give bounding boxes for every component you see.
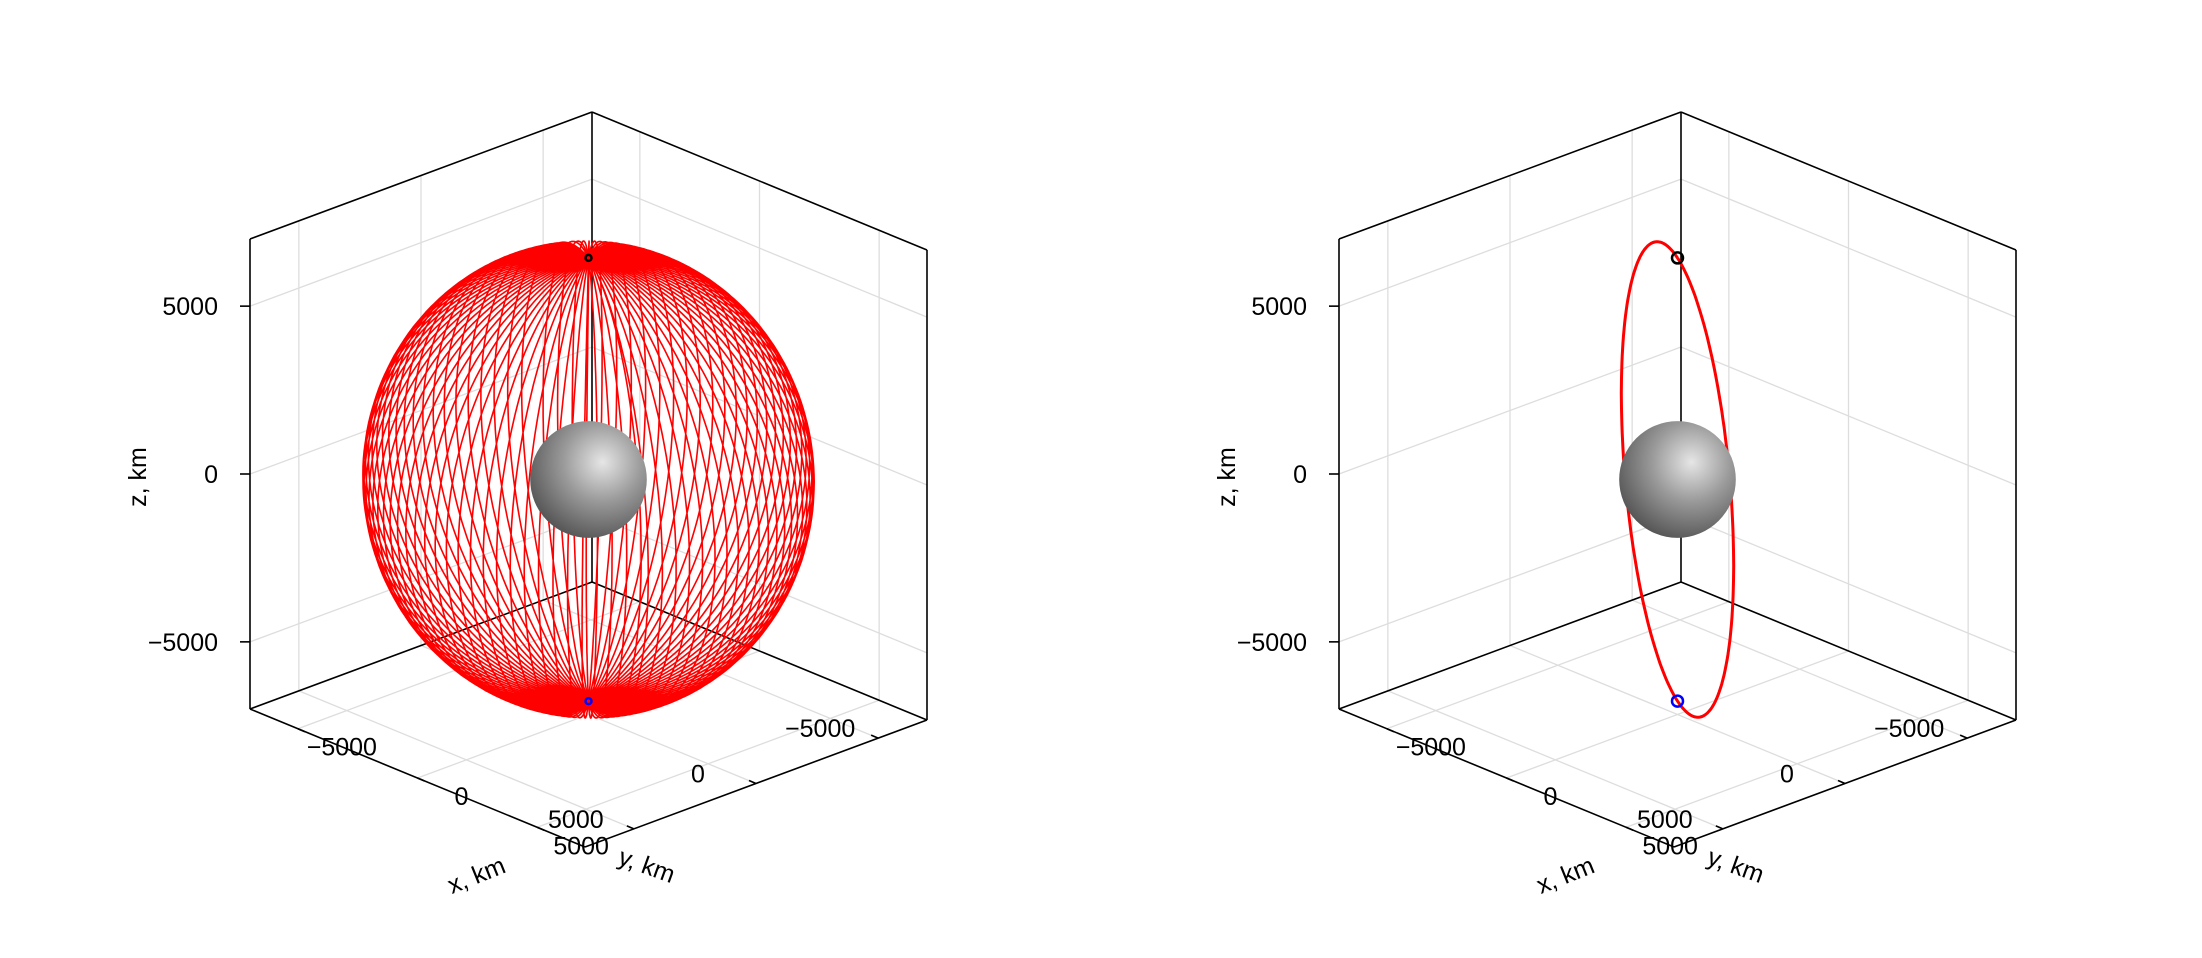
- y-tick-label: 0: [691, 761, 705, 789]
- end-point-marker: [584, 696, 593, 706]
- grid-line: [1680, 514, 2017, 654]
- x-tick: [536, 826, 545, 832]
- grid-line: [249, 178, 593, 307]
- y-tick: [626, 825, 635, 830]
- y-axis-label: y, km: [1704, 843, 1768, 889]
- x-tick-label: 0: [455, 783, 469, 811]
- central-body-sphere: [530, 421, 647, 538]
- label-layer: −5000 0 5000 −5000 0 5000 −5000 0 5000 x, km y, km…: [1213, 293, 1968, 900]
- grid-line: [249, 346, 593, 475]
- axis-box-edge: [591, 111, 928, 251]
- trajectory-layer: [362, 240, 815, 719]
- z-tick-label: −5000: [1237, 629, 1307, 657]
- trajectory-layer: [1619, 240, 1736, 719]
- grid-line: [1631, 599, 1968, 739]
- z-tick-label: −5000: [148, 629, 218, 657]
- y-tick: [1959, 734, 1968, 739]
- x-tick: [297, 727, 306, 733]
- marker-layer: [584, 253, 593, 706]
- axis-box-edge: [1680, 111, 2017, 251]
- grid-line: [1338, 178, 1682, 307]
- trajectory-line: [362, 240, 815, 719]
- z-axis-label: z, km: [124, 447, 152, 507]
- z-tick-label: 0: [1293, 461, 1307, 489]
- x-tick: [417, 777, 425, 782]
- grid-line: [1509, 644, 1846, 785]
- axis-box-edge: [249, 111, 593, 240]
- grid-line: [1387, 690, 1724, 830]
- body-layer: [530, 421, 647, 538]
- x-tick-label: 5000: [553, 832, 609, 860]
- axis-box-edge: [1338, 111, 1682, 240]
- marker-layer: [1670, 251, 1685, 708]
- start-point-marker: [1670, 251, 1685, 265]
- y-tick: [1837, 779, 1846, 785]
- y-tick-label: 0: [1780, 761, 1794, 789]
- x-axis-label: x, km: [444, 851, 510, 899]
- grid-layer: [249, 130, 928, 830]
- grid-line: [1680, 178, 2017, 318]
- start-point-marker: [584, 253, 593, 263]
- grid-layer: [1338, 130, 2017, 830]
- grid-line: [1338, 346, 1682, 475]
- x-axis-label: x, km: [1533, 851, 1599, 899]
- central-body-sphere: [1619, 421, 1736, 538]
- z-tick-label: 5000: [162, 293, 218, 321]
- x-tick: [1506, 777, 1514, 782]
- grid-line: [591, 346, 928, 486]
- axis-box-edge: [249, 581, 593, 710]
- x-tick: [1386, 727, 1395, 733]
- x-tick-label: 0: [1544, 783, 1558, 811]
- y-tick-label: −5000: [785, 715, 855, 743]
- z-axis-label: z, km: [1213, 447, 1241, 507]
- x-tick-label: −5000: [307, 734, 377, 762]
- axis-box-edge: [1338, 581, 1682, 710]
- y-tick: [870, 734, 879, 739]
- body-layer: [1619, 421, 1736, 538]
- z-tick-label: 5000: [1251, 293, 1307, 321]
- y-tick: [1715, 825, 1724, 830]
- end-point-marker: [1670, 694, 1685, 708]
- trajectory-line: [1619, 240, 1736, 719]
- label-layer: −5000 0 5000 −5000 0 5000 −5000 0 5000 x, km y, km…: [124, 293, 879, 900]
- y-tick-label: 5000: [1637, 806, 1693, 834]
- y-tick-label: −5000: [1874, 715, 1944, 743]
- grid-line: [298, 690, 635, 830]
- x-tick-label: −5000: [1396, 734, 1466, 762]
- y-axis-label: y, km: [615, 843, 679, 889]
- grid-line: [1680, 346, 2017, 486]
- y-tick-label: 5000: [548, 806, 604, 834]
- z-tick-label: 0: [204, 461, 218, 489]
- orbit-plot-multi-revolution: −5000 0 5000 −5000 0 5000 −5000 0 5000 x, km y, km…: [124, 111, 928, 900]
- orbit-plot-single-revolution: −5000 0 5000 −5000 0 5000 −5000 0 5000 x, km y, km…: [1213, 111, 2017, 900]
- axis-box-edge: [1680, 581, 2017, 721]
- x-tick-label: 5000: [1642, 832, 1698, 860]
- grid-line: [591, 178, 928, 318]
- x-tick: [1625, 826, 1634, 832]
- grid-line: [1338, 514, 1682, 643]
- y-tick: [748, 779, 757, 785]
